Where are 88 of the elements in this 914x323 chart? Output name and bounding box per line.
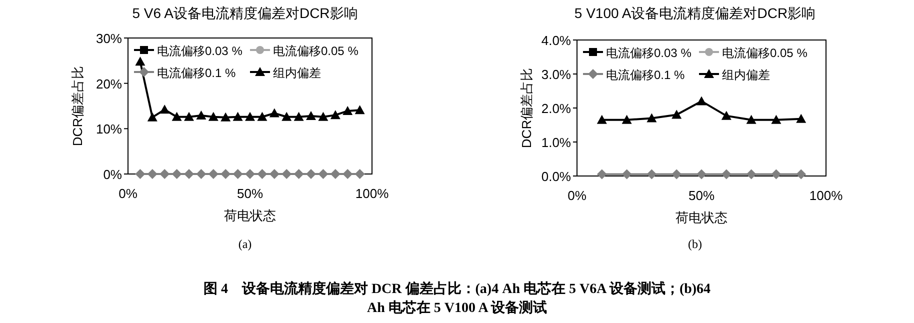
legend-label: 电流偏移0.05 % — [273, 44, 359, 58]
point — [257, 169, 268, 179]
point — [245, 112, 255, 121]
point — [220, 112, 231, 122]
point — [232, 169, 243, 179]
legend-label: 电流偏移0.05 % — [722, 46, 808, 60]
point — [746, 114, 756, 124]
legend-label: 电流偏移0.03 % — [606, 46, 692, 60]
point — [172, 112, 182, 121]
point — [196, 169, 206, 179]
point — [160, 104, 170, 114]
point — [306, 169, 316, 179]
point — [672, 110, 682, 119]
legend-label: 电流偏移0.1 % — [606, 68, 686, 82]
caption: 图 4 设备电流精度偏差对 DCR 偏差占比：(a)4 Ah 电芯在 5 V6A 设备测试；(b)64 Ah 电芯在 5 V100 A 设备测试 — [202, 280, 712, 318]
text: (a) — [238, 237, 252, 251]
point — [269, 108, 280, 118]
legend-label: 组内偏差 — [722, 68, 770, 82]
point — [646, 113, 657, 122]
y-tick-label: 2.0% — [541, 101, 572, 116]
y-tick-label: 1.0% — [541, 135, 572, 150]
point — [622, 169, 632, 180]
y-tick-label: 10% — [96, 122, 122, 137]
point — [771, 114, 782, 124]
point — [160, 169, 170, 179]
point — [245, 169, 255, 179]
y-tick-label: 0.0% — [541, 169, 572, 184]
point — [796, 114, 806, 123]
point — [330, 169, 340, 179]
point — [135, 169, 146, 179]
point — [622, 114, 632, 124]
point — [746, 169, 756, 180]
x-tick-label: 100% — [355, 186, 390, 201]
point — [208, 112, 218, 121]
x-tick-label: 0% — [568, 188, 587, 203]
point — [135, 56, 146, 66]
chart-title: 5 V6 A设备电流精度偏差对DCR影响 — [132, 5, 358, 21]
point — [184, 169, 194, 179]
point — [208, 169, 218, 179]
point — [282, 169, 292, 179]
point — [257, 112, 268, 121]
y-tick-label: 20% — [96, 76, 122, 92]
point — [330, 110, 340, 120]
y-axis-title: DCR偏差占比 — [519, 68, 534, 148]
point — [796, 169, 806, 180]
point — [294, 169, 304, 179]
x-axis-title: 荷电状态 — [224, 208, 276, 223]
point — [306, 110, 316, 120]
x-axis-title: 荷电状态 — [676, 210, 728, 225]
point — [232, 112, 243, 121]
legend-label: 电流偏移0.1 % — [157, 66, 236, 80]
chart-title: 5 V100 A设备电流精度偏差对DCR影响 — [574, 5, 816, 21]
point — [771, 169, 782, 180]
x-tick-label: 50% — [236, 186, 264, 201]
x-tick-label: 50% — [688, 188, 715, 203]
point — [342, 106, 353, 115]
text: (b) — [688, 237, 702, 251]
point — [596, 114, 607, 124]
point — [721, 169, 732, 180]
y-axis-title: DCR偏差占比 — [70, 66, 85, 146]
y-tick-label: 30% — [96, 31, 122, 46]
y-tick-label: 0% — [103, 167, 122, 182]
point — [282, 112, 292, 121]
point — [196, 110, 206, 120]
point — [318, 112, 328, 121]
x-tick-label: 100% — [809, 188, 844, 203]
point — [672, 169, 682, 180]
point — [147, 169, 158, 179]
point — [354, 169, 365, 179]
point — [220, 169, 231, 179]
point — [318, 169, 328, 179]
point — [646, 169, 657, 180]
point — [294, 112, 304, 121]
x-tick-label: 0% — [118, 186, 138, 201]
point — [696, 169, 706, 180]
legend-label: 电流偏移0.03 % — [157, 44, 243, 58]
legend-label: 组内偏差 — [273, 66, 321, 80]
y-tick-label: 4.0% — [541, 33, 572, 48]
point — [596, 169, 607, 180]
point — [354, 105, 365, 114]
point — [721, 110, 732, 120]
point — [172, 169, 182, 179]
point — [696, 96, 706, 106]
y-tick-label: 3.0% — [541, 67, 572, 82]
point — [147, 112, 158, 122]
point — [342, 169, 353, 179]
point — [269, 169, 280, 179]
point — [184, 112, 194, 121]
